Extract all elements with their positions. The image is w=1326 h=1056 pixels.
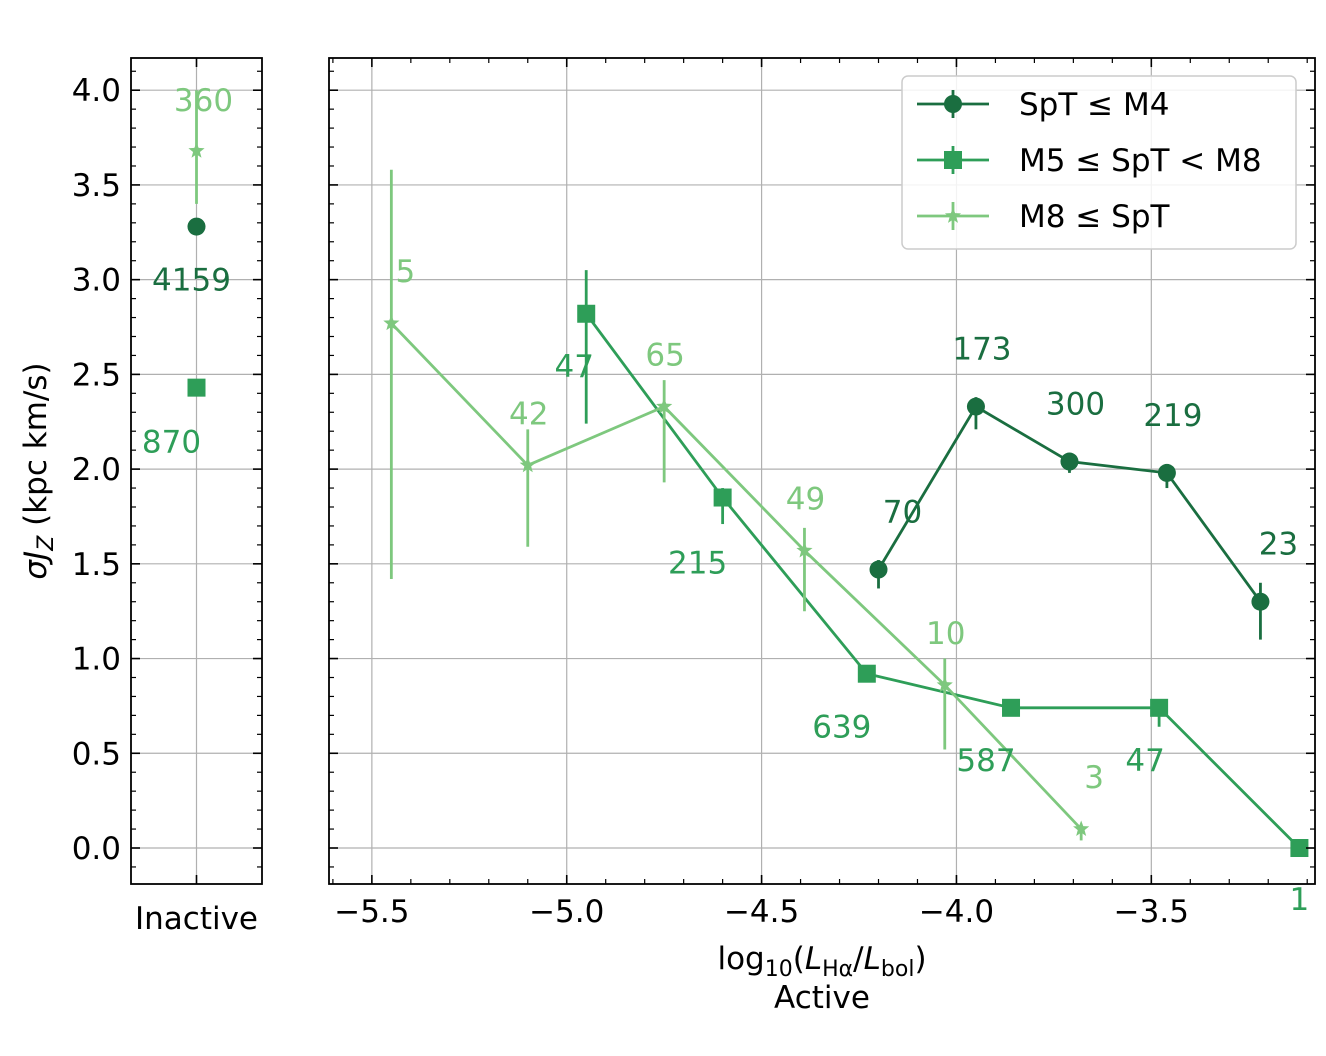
legend: SpT ≤ M4 M5 ≤ SpT < M8 M8 ≤ SpT	[901, 75, 1297, 250]
count-label: 10	[926, 616, 965, 652]
series-s1	[869, 397, 1270, 640]
count-label: 5	[395, 254, 415, 290]
count-labels: 70 173 300 219 23 47 215 639 587 47 1 5 42 65 49 10 3 415…	[142, 83, 1309, 918]
data-point	[966, 397, 985, 416]
axis-labels: 0.0 0.5 1.0 1.5 2.0 2.5 3.0 3.5 4.0 −5.5 −5.0 −4.5 −…	[18, 73, 1189, 1016]
data-point	[1060, 452, 1079, 471]
y-tick-label: 2.5	[72, 357, 121, 393]
series-line	[390, 322, 1083, 831]
count-label: 49	[786, 482, 825, 518]
count-label: 65	[645, 338, 684, 374]
count-label: 4159	[152, 263, 231, 299]
series-s2	[577, 270, 1309, 858]
x-tick-label: −3.5	[1114, 894, 1189, 930]
data-point	[857, 664, 876, 683]
data-point	[577, 304, 596, 323]
inactive-point-s3	[188, 90, 205, 204]
data-point	[1073, 820, 1090, 836]
count-label: 42	[509, 396, 548, 432]
x-tick-label: −4.5	[724, 894, 799, 930]
y-tick-label: 1.5	[72, 547, 121, 583]
count-label: 219	[1143, 398, 1202, 434]
data-point	[187, 378, 206, 397]
data-point	[1150, 698, 1169, 717]
data-point	[936, 676, 953, 692]
y-axis-label: σJZ (kpc km/s)	[18, 362, 59, 579]
x-axis-label-inactive: Inactive	[135, 901, 258, 937]
inactive-point-s2	[187, 378, 206, 397]
count-label: 215	[668, 546, 727, 582]
y-tick-label: 3.0	[72, 263, 121, 299]
y-tick-label: 4.0	[72, 73, 121, 109]
data-point	[519, 456, 536, 473]
data-point	[1251, 592, 1270, 611]
inactive-point-s1	[187, 217, 206, 236]
count-label: 1	[1290, 882, 1310, 918]
data-point	[1002, 698, 1021, 717]
series-s3	[383, 169, 1090, 841]
legend-label: M8 ≤ SpT	[1019, 199, 1171, 235]
x-tick-label: −4.0	[919, 894, 994, 930]
series-line	[585, 312, 1301, 849]
count-label: 360	[174, 83, 233, 119]
y-tick-label: 1.0	[72, 642, 121, 678]
series-line	[877, 404, 1262, 603]
count-label: 870	[142, 425, 201, 461]
data-point	[713, 488, 732, 507]
x-tick-label: −5.5	[334, 894, 409, 930]
count-label: 47	[554, 349, 593, 385]
count-label: 587	[956, 743, 1015, 779]
data-point	[656, 398, 673, 414]
data-point	[188, 142, 205, 158]
count-label: 23	[1259, 527, 1298, 563]
legend-marker	[944, 207, 962, 223]
data-point	[1290, 839, 1309, 858]
panel-frame-active	[328, 57, 1316, 885]
legend-entry-s3: M8 ≤ SpT	[917, 199, 1171, 235]
legend-marker	[944, 151, 962, 169]
legend-label: M5 ≤ SpT < M8	[1019, 143, 1262, 179]
data-point	[796, 542, 813, 558]
data-point	[869, 560, 888, 579]
data-point	[187, 217, 206, 236]
y-tick-label: 3.5	[72, 168, 121, 204]
legend-entry-s2: M5 ≤ SpT < M8	[917, 143, 1262, 179]
data-point	[1157, 463, 1176, 482]
x-axis-label-active: log10(LHα/Lbol)	[717, 941, 926, 982]
y-tick-label: 0.0	[72, 831, 121, 867]
x-axis-sublabel: Active	[774, 980, 870, 1016]
x-tick-label: −5.0	[529, 894, 604, 930]
count-label: 300	[1046, 387, 1105, 423]
legend-box	[901, 75, 1297, 250]
y-tick-label: 2.0	[72, 452, 121, 488]
count-label: 3	[1084, 760, 1104, 796]
count-label: 639	[812, 710, 871, 746]
series-layer	[187, 90, 1309, 858]
y-tick-label: 0.5	[72, 736, 121, 772]
count-label: 173	[952, 332, 1011, 368]
count-label: 47	[1125, 743, 1164, 779]
legend-marker	[944, 95, 962, 113]
count-label: 70	[883, 495, 922, 531]
legend-entry-s1: SpT ≤ M4	[917, 87, 1169, 123]
ticks	[131, 58, 1315, 884]
data-point	[383, 314, 400, 331]
grid-active	[329, 58, 1315, 884]
legend-label: SpT ≤ M4	[1019, 87, 1169, 123]
